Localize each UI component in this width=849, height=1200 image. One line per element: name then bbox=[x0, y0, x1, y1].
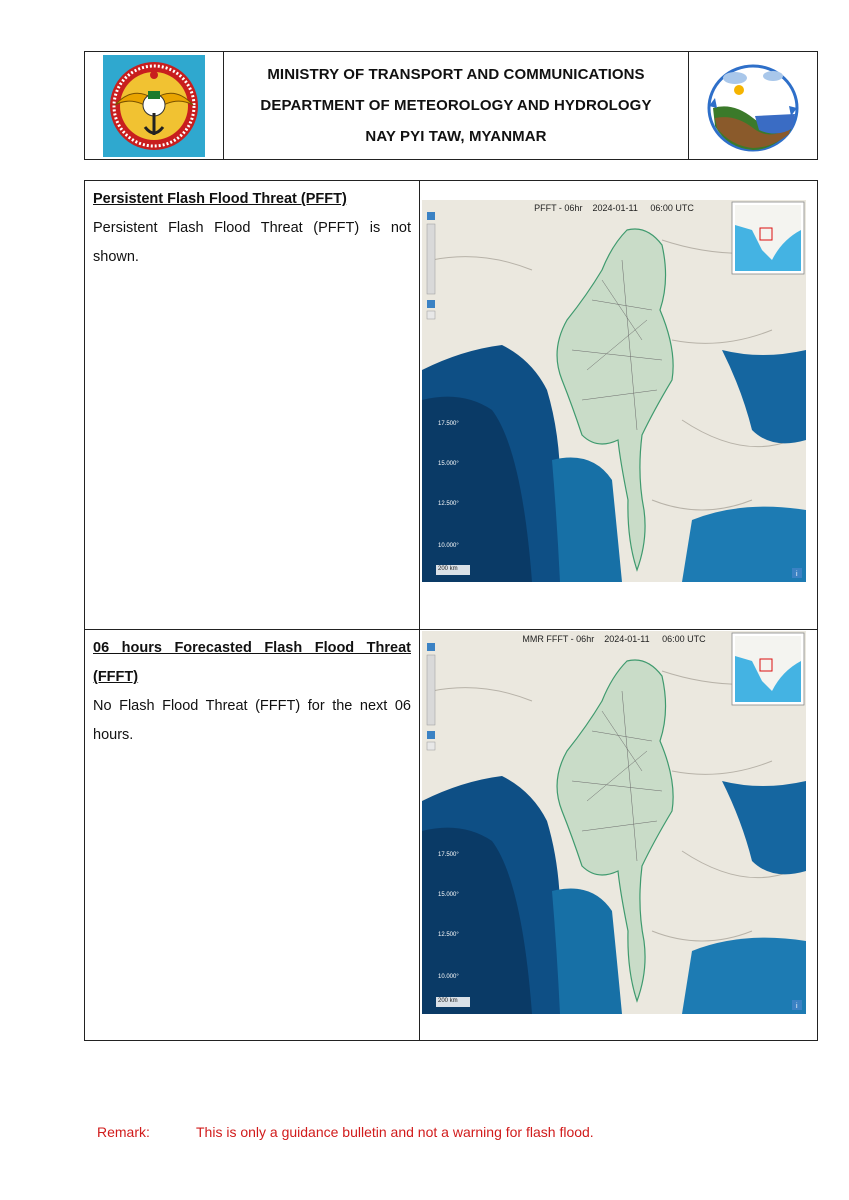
pfft-map[interactable]: 17.500° 15.000° 12.500° 10.000° bbox=[422, 200, 806, 582]
svg-text:17.500°: 17.500° bbox=[438, 421, 459, 427]
bulletin-table: Persistent Flash Flood Threat (PFFT) Per… bbox=[84, 180, 818, 1041]
pfft-map-title: PFFT - 06hr 2024-01-11 06:00 UTC bbox=[534, 203, 694, 213]
letterhead-title: MINISTRY OF TRANSPORT AND COMMUNICATIONS… bbox=[224, 52, 688, 159]
svg-text:i: i bbox=[796, 571, 798, 578]
svg-text:17.500°: 17.500° bbox=[438, 852, 459, 858]
svg-text:15.000°: 15.000° bbox=[438, 892, 459, 898]
ffft-title: 06 hours Forecasted Flash Flood Threat (… bbox=[93, 640, 411, 685]
remark-line: Remark: This is only a guidance bulletin … bbox=[97, 1124, 594, 1140]
svg-text:15.000°: 15.000° bbox=[438, 461, 459, 467]
svg-text:10.000°: 10.000° bbox=[438, 543, 459, 549]
ministry-logo-cell bbox=[85, 52, 224, 159]
remark-label: Remark: bbox=[97, 1124, 150, 1140]
ministry-name: MINISTRY OF TRANSPORT AND COMMUNICATIONS bbox=[267, 66, 645, 83]
svg-text:12.500°: 12.500° bbox=[438, 932, 459, 938]
pfft-title: Persistent Flash Flood Threat (PFFT) bbox=[93, 191, 347, 207]
letterhead: MINISTRY OF TRANSPORT AND COMMUNICATIONS… bbox=[84, 51, 818, 160]
pfft-description: Persistent Flash Flood Threat (PFFT) is … bbox=[93, 220, 411, 265]
svg-text:i: i bbox=[796, 1003, 798, 1010]
ffft-map[interactable]: 17.500° 15.000° 12.500° 10.000° i bbox=[422, 631, 806, 1014]
pfft-text-cell: Persistent Flash Flood Threat (PFFT) Per… bbox=[85, 181, 420, 629]
department-name: DEPARTMENT OF METEOROLOGY AND HYDROLOGY bbox=[260, 97, 652, 114]
ffft-map-cell: 17.500° 15.000° 12.500° 10.000° i bbox=[421, 630, 817, 1040]
remark-text: This is only a guidance bulletin and not… bbox=[196, 1124, 594, 1140]
pfft-scale-label: 200 km bbox=[438, 566, 458, 572]
svg-text:12.500°: 12.500° bbox=[438, 501, 459, 507]
pfft-row: Persistent Flash Flood Threat (PFFT) Per… bbox=[85, 181, 817, 630]
zoom-in-icon bbox=[427, 212, 435, 220]
dmh-logo-cell bbox=[688, 52, 817, 159]
ffft-text-cell: 06 hours Forecasted Flash Flood Threat (… bbox=[85, 630, 420, 1040]
hydrological-cycle-logo-icon bbox=[707, 64, 799, 151]
svg-text:10.000°: 10.000° bbox=[438, 974, 459, 980]
ffft-description: No Flash Flood Threat (FFFT) for the nex… bbox=[93, 698, 411, 743]
pfft-map-cell: 17.500° 15.000° 12.500° 10.000° bbox=[421, 181, 817, 629]
location-name: NAY PYI TAW, MYANMAR bbox=[365, 128, 547, 145]
ffft-row: 06 hours Forecasted Flash Flood Threat (… bbox=[85, 630, 817, 1040]
ministry-emblem-icon bbox=[103, 54, 205, 157]
ffft-map-title: MMR FFFT - 06hr 2024-01-11 06:00 UTC bbox=[522, 634, 706, 644]
ffft-scale-label: 200 km bbox=[438, 998, 458, 1004]
